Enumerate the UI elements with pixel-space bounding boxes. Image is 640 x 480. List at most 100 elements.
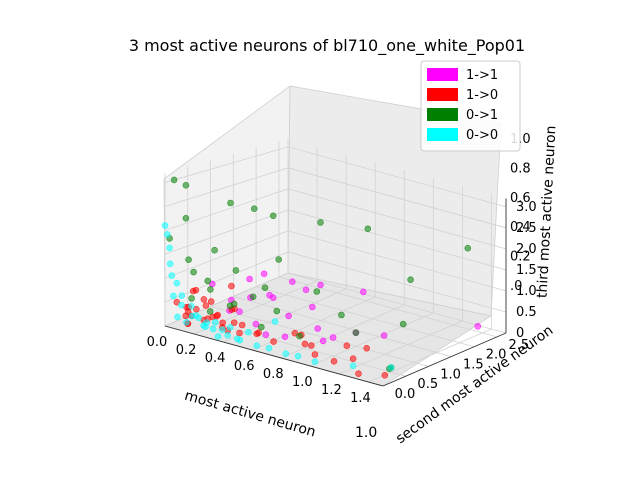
y-gridline [256,286,475,348]
data-point-1->0 [291,329,299,337]
data-point-1->0 [236,329,243,337]
legend-label-1->0: 1->0 [466,88,498,103]
z-tick-label: 1.5 [516,263,537,278]
data-point-0->1 [352,329,360,337]
data-point-0->1 [269,212,277,220]
data-point-0->0 [387,364,395,371]
data-point-1->0 [230,319,238,327]
data-point-1->1 [252,320,260,328]
data-point-0->1 [464,244,472,252]
data-point-0->0 [214,333,222,340]
y-tick-label: 2.0 [486,348,507,363]
data-point-0->0 [174,313,181,321]
data-points [161,176,482,379]
data-point-1->1 [302,286,310,294]
data-point-1->0 [213,312,220,320]
x-gridline [339,320,463,375]
data-point-0->1 [296,332,303,340]
x-gridline [222,288,347,343]
data-point-0->1 [185,256,192,264]
data-point-1->0 [202,302,210,309]
data-point-0->0 [282,350,290,358]
z-tick-label-secondary: 0.8 [510,161,531,176]
z-tick-label: 3.0 [516,200,537,215]
data-point-0->1 [250,205,258,212]
data-point-1->0 [301,340,309,348]
data-point-0->1 [230,300,238,308]
data-point-0->1 [204,277,211,285]
data-point-0->0 [226,324,234,331]
x-tick-label: 1.2 [321,383,342,398]
data-point-0->1 [211,246,218,254]
data-point-0->0 [192,312,200,319]
x-gridline [281,304,405,359]
data-point-0->1 [232,267,240,274]
z-tick-label: 0.5 [516,305,537,320]
x-tick-label: 0.4 [205,351,226,366]
data-point-0->0 [311,358,319,366]
data-point-1->0 [343,342,351,350]
data-point-1->0 [238,321,246,329]
x-tick-label: 1.4 [350,391,371,406]
data-point-0->0 [170,292,177,300]
data-point-0->0 [219,326,226,334]
z-tick-label: 0 [516,326,524,341]
data-point-1->0 [349,355,357,363]
data-point-0->0 [168,272,176,279]
data-point-0->0 [164,231,171,238]
x-gridline [368,328,492,383]
data-point-0->1 [407,276,414,284]
tick-labels: 0.00.20.40.60.81.01.21.4 0.00.51.01.52.02… [147,132,537,406]
data-point-0->1 [249,293,257,301]
data-point-0->1 [313,288,321,295]
data-point-0->1 [170,176,178,184]
data-point-0->1 [182,215,190,222]
y-gridline [233,296,452,357]
data-point-1->1 [359,288,367,296]
data-point-0->1 [206,308,214,315]
legend-swatch-0->0 [427,128,458,141]
data-point-0->1 [338,311,345,319]
data-point-1->1 [329,334,337,341]
data-point-0->0 [161,222,169,229]
x-tick-label: 1.0 [292,375,313,390]
x-tick-label: 0.0 [147,335,168,350]
data-point-1->0 [355,370,362,378]
data-point-0->1 [257,323,265,331]
data-point-0->0 [211,318,219,326]
legend-swatch-0->1 [427,108,458,121]
data-point-0->0 [349,362,357,370]
data-point-1->1 [246,275,253,283]
data-point-1->0 [363,344,371,352]
data-point-1->1 [281,333,289,341]
z-tick-label: 2.0 [516,242,537,257]
data-point-1->0 [207,298,215,305]
data-point-0->0 [166,244,173,252]
y-tick-label: 0.0 [395,387,416,402]
data-point-0->0 [294,352,302,360]
legend-label-1->1: 1->1 [466,68,498,83]
x-axis-label: most active neuron [183,388,318,441]
data-point-0->0 [188,302,195,310]
data-point-1->0 [200,296,208,303]
data-point-1->1 [380,332,388,339]
y-tick-label: 1.5 [463,358,484,373]
data-point-1->0 [307,342,315,349]
legend-label-0->1: 0->1 [466,108,498,123]
data-point-0->0 [183,318,190,326]
data-point-1->1 [474,322,482,330]
axis-lines [164,198,507,387]
data-point-0->1 [317,219,324,226]
data-point-0->1 [273,307,281,315]
z-tick-label-secondary: 0.6 [510,191,531,206]
data-point-0->1 [399,320,407,328]
y-tick-label: 1.0 [440,367,461,382]
data-point-1->0 [255,329,262,337]
data-point-0->0 [178,301,185,309]
y-tick-label: 0.5 [417,377,438,392]
data-point-0->0 [253,342,261,350]
data-point-0->0 [178,292,186,299]
data-point-0->0 [236,336,244,344]
data-point-1->0 [311,351,319,358]
